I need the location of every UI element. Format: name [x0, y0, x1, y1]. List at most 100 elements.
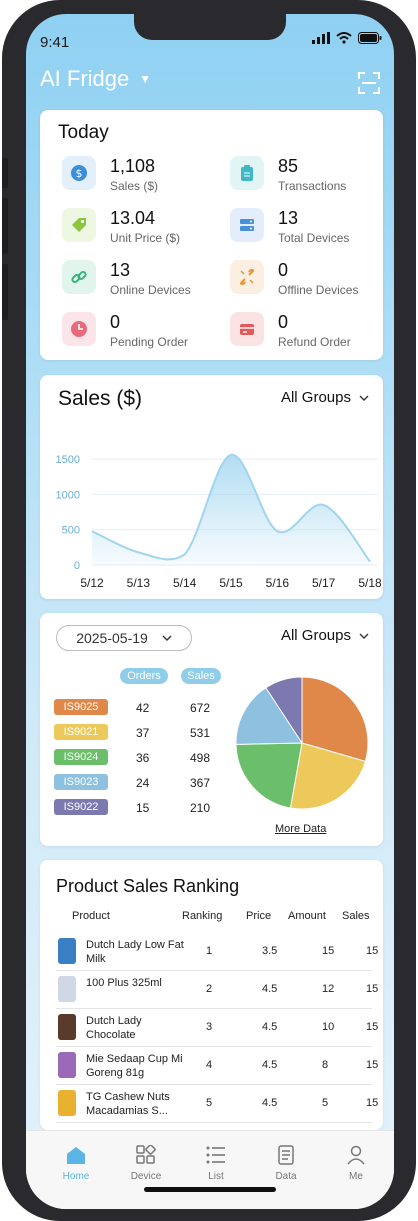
y-tick-label: 0 — [74, 560, 80, 572]
device-sales: 367 — [190, 776, 211, 790]
stat-total-devices[interactable]: 13 Total Devices — [230, 208, 349, 245]
caret-down-icon: ▼ — [139, 72, 152, 86]
stat-label: Online Devices — [110, 283, 191, 297]
stat-pending-order[interactable]: 0 Pending Order — [62, 312, 188, 349]
stat-label: Unit Price ($) — [110, 231, 181, 245]
ranking-row[interactable]: TG Cashew Nuts Macadamias S... 5 4.5 5 1… — [56, 1084, 378, 1123]
home-indicator — [144, 1187, 276, 1192]
more-data-link[interactable]: More Data — [275, 823, 327, 835]
status-icons — [312, 32, 382, 44]
product-sales: 15 — [366, 983, 379, 995]
tab-device[interactable]: Device — [116, 1144, 176, 1182]
dollar-icon: $ — [62, 156, 96, 190]
date-value: 2025-05-19 — [76, 630, 148, 646]
stat-value: 13 — [278, 208, 299, 228]
device-sales: 210 — [190, 801, 211, 815]
tab-list[interactable]: List — [186, 1145, 246, 1182]
tab-me[interactable]: Me — [326, 1145, 386, 1182]
device-tag[interactable]: IS9024 — [54, 749, 108, 765]
grid-icon — [135, 1144, 157, 1171]
stat-label: Refund Order — [278, 335, 351, 349]
product-price: 3.5 — [262, 945, 278, 957]
product-sales: 15 — [366, 1059, 379, 1071]
stat-online-devices[interactable]: 13 Online Devices — [62, 260, 191, 297]
pie-slice-is9025[interactable] — [301, 676, 369, 763]
device-orders: 42 — [136, 701, 150, 715]
ranking-row[interactable]: Mie Sedaap Cup Mi Goreng 81g 4 4.5 8 15 — [56, 1046, 378, 1085]
signal-icon — [312, 32, 330, 44]
date-picker[interactable]: 2025-05-19 — [56, 625, 192, 651]
scan-icon[interactable] — [358, 72, 380, 94]
device-tag[interactable]: IS9022 — [54, 799, 108, 815]
stat-label: Offline Devices — [278, 283, 359, 297]
stat-value: 0 — [110, 312, 121, 332]
tab-home[interactable]: Home — [46, 1145, 106, 1182]
product-price: 4.5 — [262, 983, 278, 995]
link-icon — [62, 260, 96, 294]
clipboard-icon — [230, 156, 264, 190]
ranking-row[interactable]: 100 Plus 325ml 2 4.5 12 15 — [56, 970, 378, 1009]
server-icon — [230, 208, 264, 242]
svg-text:$: $ — [76, 167, 83, 180]
price-header: Price — [246, 910, 272, 922]
x-tick-label: 5/17 — [312, 576, 336, 590]
stat-sales[interactable]: $ 1,108 Sales ($) — [62, 156, 158, 193]
status-time: 9:41 — [40, 34, 70, 51]
y-tick-label: 1000 — [56, 489, 80, 501]
y-tick-label: 500 — [62, 525, 80, 537]
tab-label: Home — [62, 1171, 90, 1182]
tab-data[interactable]: Data — [256, 1145, 316, 1182]
pie-slice-is9022[interactable] — [265, 676, 303, 745]
stat-transactions[interactable]: 85 Transactions — [230, 156, 346, 193]
product-thumbnail — [58, 1090, 76, 1116]
device-tag[interactable]: IS9021 — [54, 724, 108, 740]
stat-refund-order[interactable]: 0 Refund Order — [230, 312, 351, 349]
stat-value: 13 — [110, 260, 131, 280]
product-price: 4.5 — [262, 1097, 278, 1109]
app-title-dropdown[interactable]: AI Fridge ▼ — [40, 66, 151, 92]
device-group-label: All Groups — [280, 627, 351, 644]
product-amount: 5 — [322, 1097, 329, 1109]
mute-switch — [2, 158, 8, 188]
product-rank: 2 — [206, 983, 213, 995]
device-group-dropdown[interactable]: All Groups — [281, 627, 369, 644]
x-tick-label: 5/16 — [266, 576, 290, 590]
sales-group-dropdown[interactable]: All Groups — [281, 389, 369, 406]
person-icon — [345, 1145, 367, 1171]
product-thumbnail — [58, 976, 76, 1002]
product-rank: 5 — [206, 1097, 213, 1109]
device-orders: 24 — [136, 776, 150, 790]
pie-slice-is9021[interactable] — [289, 742, 366, 810]
chevron-down-icon — [162, 635, 172, 641]
stat-offline-devices[interactable]: 0 Offline Devices — [230, 260, 358, 297]
pie-slice-is9023[interactable] — [235, 687, 303, 745]
ranking-row[interactable]: Dutch Lady Low Fat Milk 1 3.5 15 15 — [56, 932, 378, 971]
product-sales: 15 — [366, 1021, 379, 1033]
x-tick-label: 5/13 — [127, 576, 151, 590]
stat-unit-price[interactable]: 13.04 Unit Price ($) — [62, 208, 180, 245]
product-sales: 15 — [366, 945, 379, 957]
device-tag[interactable]: IS9025 — [54, 699, 108, 715]
product-name: Mie Sedaap Cup Mi Goreng 81g — [86, 1053, 183, 1079]
product-thumbnail — [58, 1052, 76, 1078]
product-name: TG Cashew Nuts Macadamias S... — [86, 1091, 170, 1117]
home-icon — [65, 1145, 87, 1171]
tab-label: Data — [275, 1171, 297, 1182]
pie-slice-is9024[interactable] — [235, 742, 303, 809]
chevron-down-icon — [359, 633, 369, 639]
sales-area-fill — [92, 454, 370, 565]
orders-column-header: Orders — [120, 668, 168, 684]
stat-value: 85 — [278, 156, 299, 176]
ranking-row[interactable]: Dutch Lady Chocolate 3 4.5 10 15 — [56, 1008, 378, 1047]
list-icon — [205, 1145, 227, 1171]
tab-label: List — [208, 1171, 224, 1182]
device-orders: 36 — [136, 751, 150, 765]
product-header: Product — [72, 910, 110, 922]
document-icon — [275, 1145, 297, 1171]
product-name: 100 Plus 325ml — [86, 977, 162, 989]
product-rank: 3 — [206, 1021, 213, 1033]
amount-header: Amount — [288, 910, 326, 922]
product-rank: 1 — [206, 945, 213, 957]
device-tag[interactable]: IS9023 — [54, 774, 108, 790]
